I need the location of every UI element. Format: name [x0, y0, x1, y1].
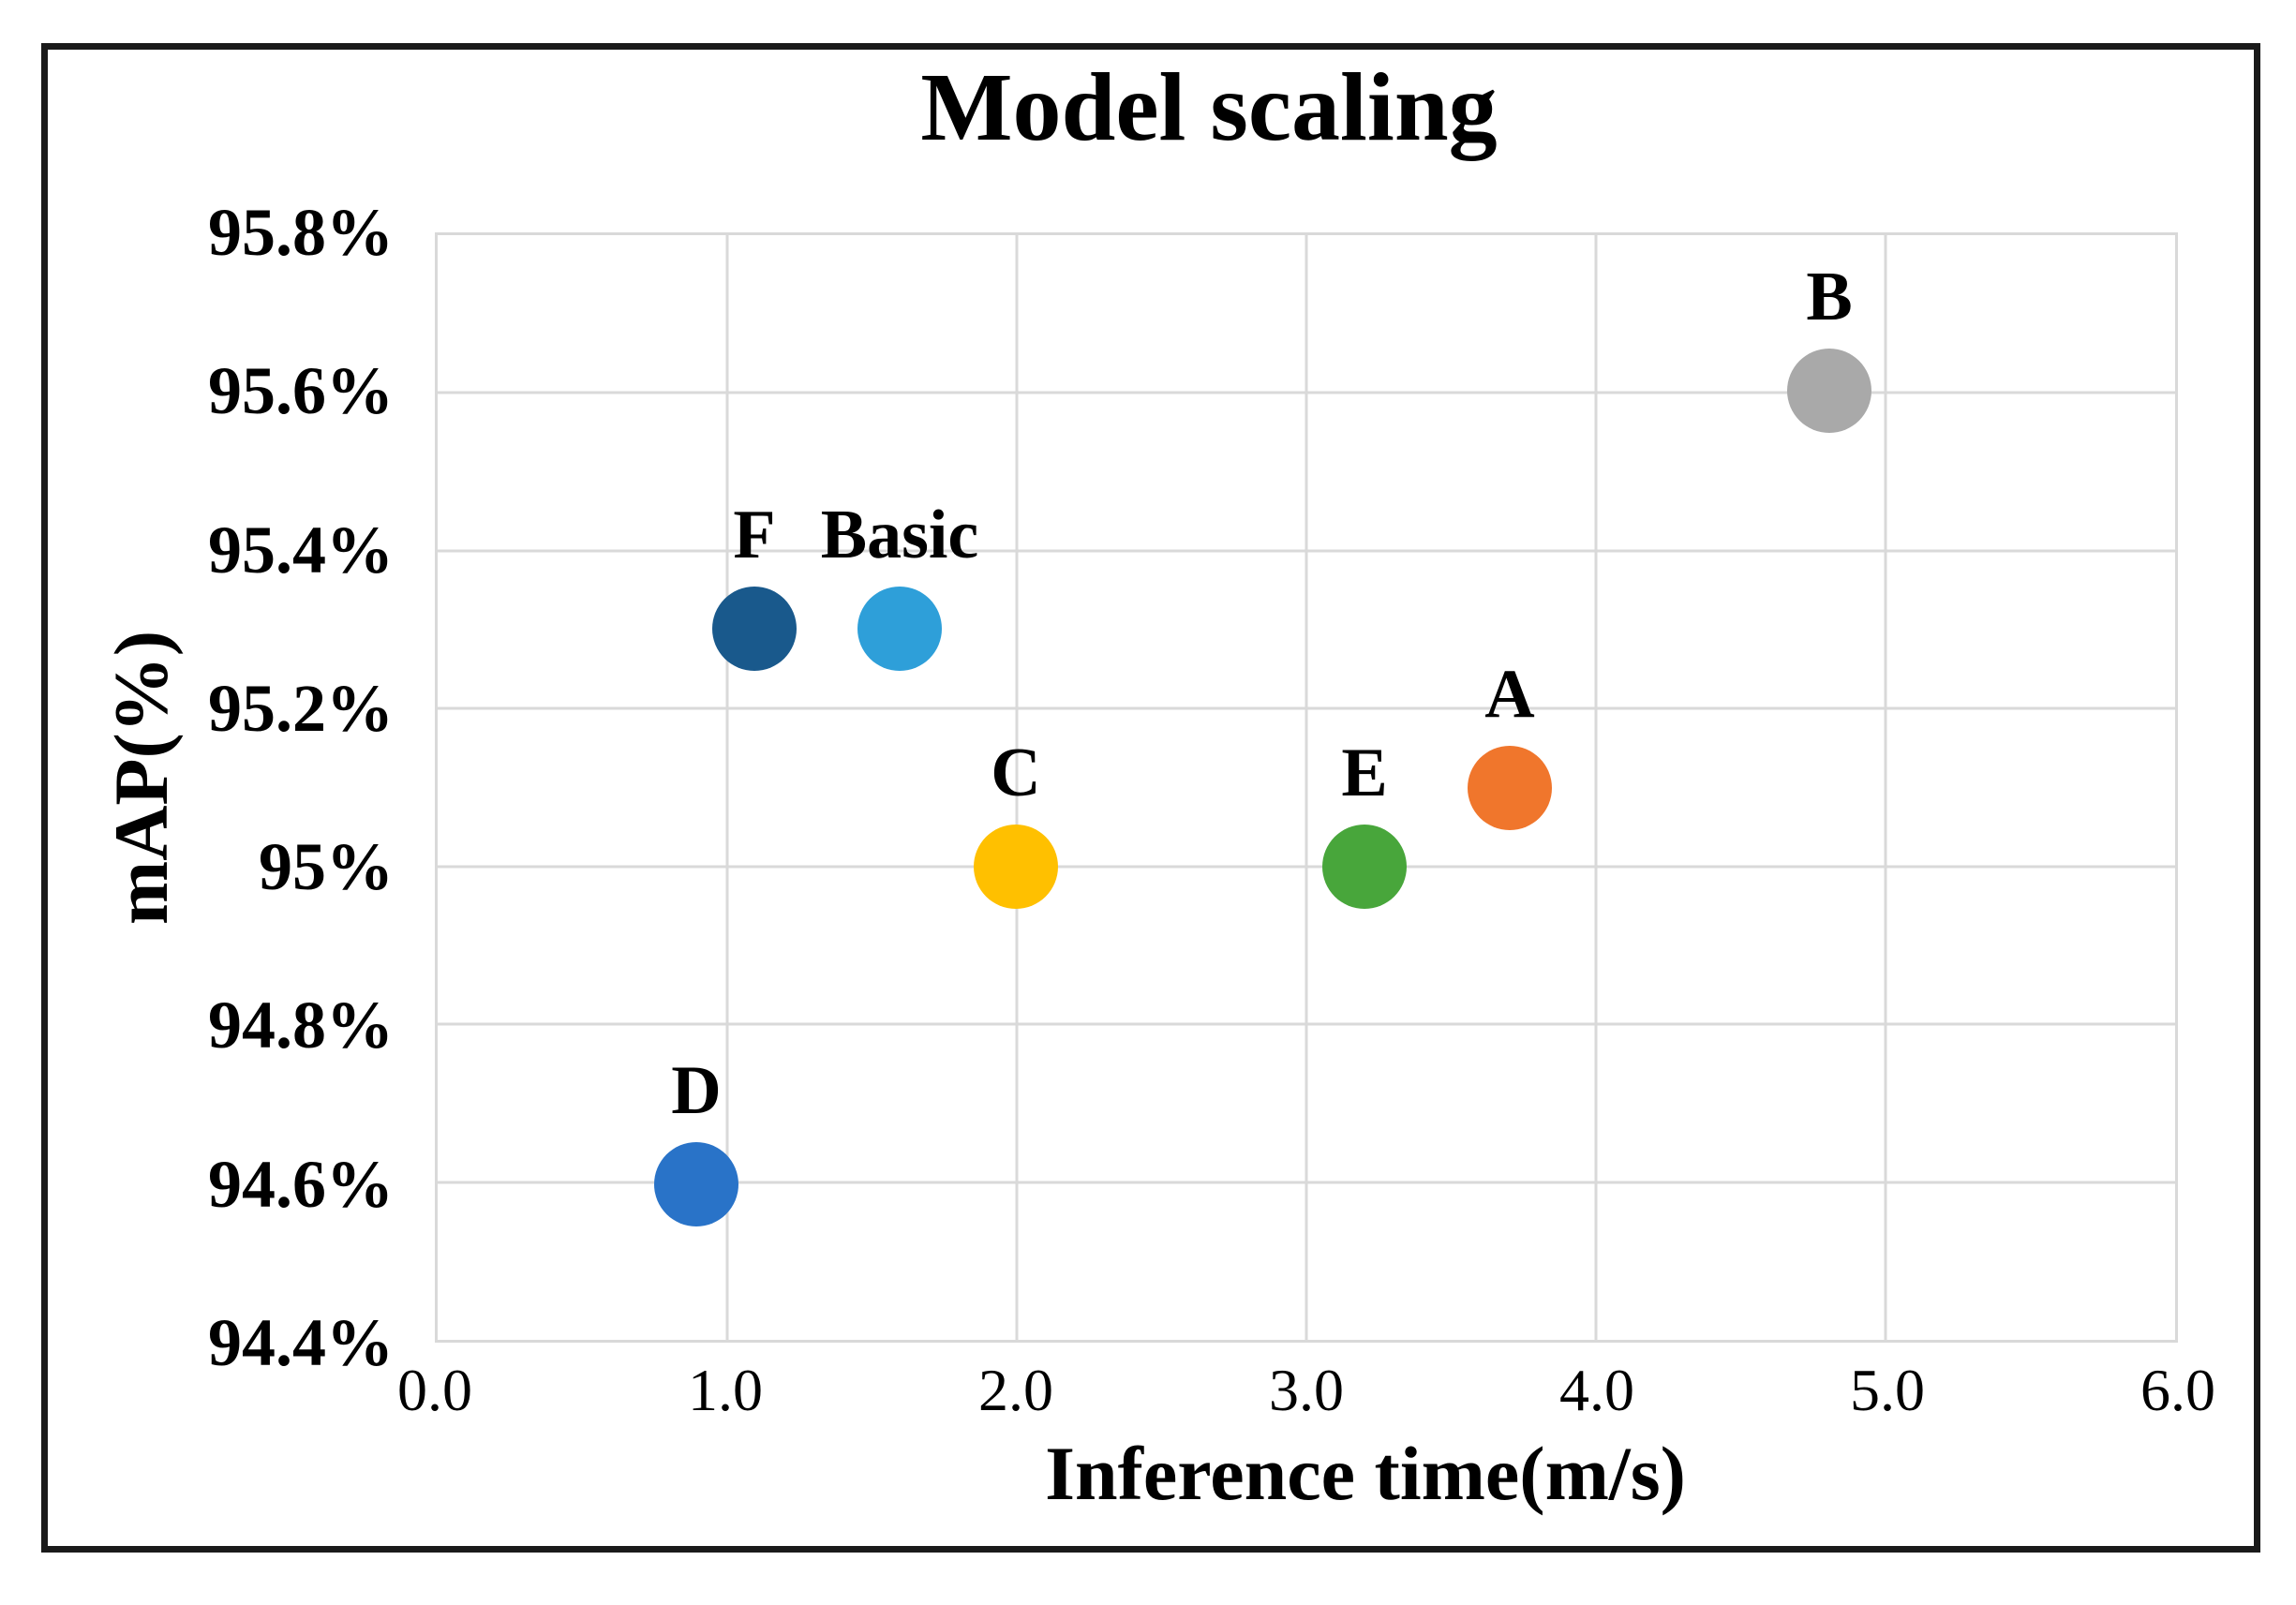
y-tick-label: 95.4%	[208, 512, 394, 587]
h-gridline	[438, 391, 2175, 394]
h-gridline	[438, 865, 2175, 869]
h-gridline	[438, 549, 2175, 553]
point-label-F: F	[733, 497, 776, 574]
point-label-A: A	[1484, 655, 1535, 733]
x-tick-label: 3.0	[1269, 1357, 1344, 1423]
x-tick-label: 2.0	[978, 1357, 1053, 1423]
scatter-point-D	[654, 1141, 738, 1226]
y-tick-label: 95%	[259, 829, 394, 905]
v-gridline	[725, 235, 729, 1340]
x-tick-label: 1.0	[688, 1357, 763, 1423]
point-label-E: E	[1341, 735, 1388, 812]
v-gridline	[1305, 235, 1308, 1340]
y-tick-label: 95.6%	[208, 353, 394, 429]
y-tick-label: 95.8%	[208, 195, 394, 270]
scatter-point-Basic	[857, 587, 942, 672]
x-axis-title: Inference time(m/s)	[1045, 1431, 1686, 1516]
scatter-point-B	[1787, 349, 1871, 434]
h-gridline	[438, 706, 2175, 710]
y-tick-label: 94.6%	[208, 1146, 394, 1222]
h-gridline	[438, 1022, 2175, 1026]
x-tick-label: 4.0	[1559, 1357, 1634, 1423]
x-tick-label: 5.0	[1850, 1357, 1925, 1423]
h-gridline	[438, 1181, 2175, 1184]
y-tick-label: 94.4%	[208, 1305, 394, 1380]
v-gridline	[1015, 235, 1019, 1340]
point-label-B: B	[1806, 259, 1853, 336]
y-tick-label: 94.8%	[208, 988, 394, 1063]
scatter-point-A	[1468, 745, 1552, 830]
chart-title: Model scaling	[920, 53, 1498, 161]
figure-border	[41, 43, 2260, 1553]
scatter-point-F	[712, 587, 797, 672]
point-label-Basic: Basic	[820, 497, 979, 574]
point-label-D: D	[671, 1051, 722, 1129]
scatter-point-E	[1322, 825, 1407, 910]
x-tick-label: 0.0	[397, 1357, 472, 1423]
point-label-C: C	[991, 735, 1041, 812]
y-tick-label: 95.2%	[208, 670, 394, 746]
v-gridline	[1884, 235, 1887, 1340]
v-gridline	[1594, 235, 1598, 1340]
scatter-point-C	[974, 825, 1058, 910]
x-tick-label: 6.0	[2140, 1357, 2215, 1423]
